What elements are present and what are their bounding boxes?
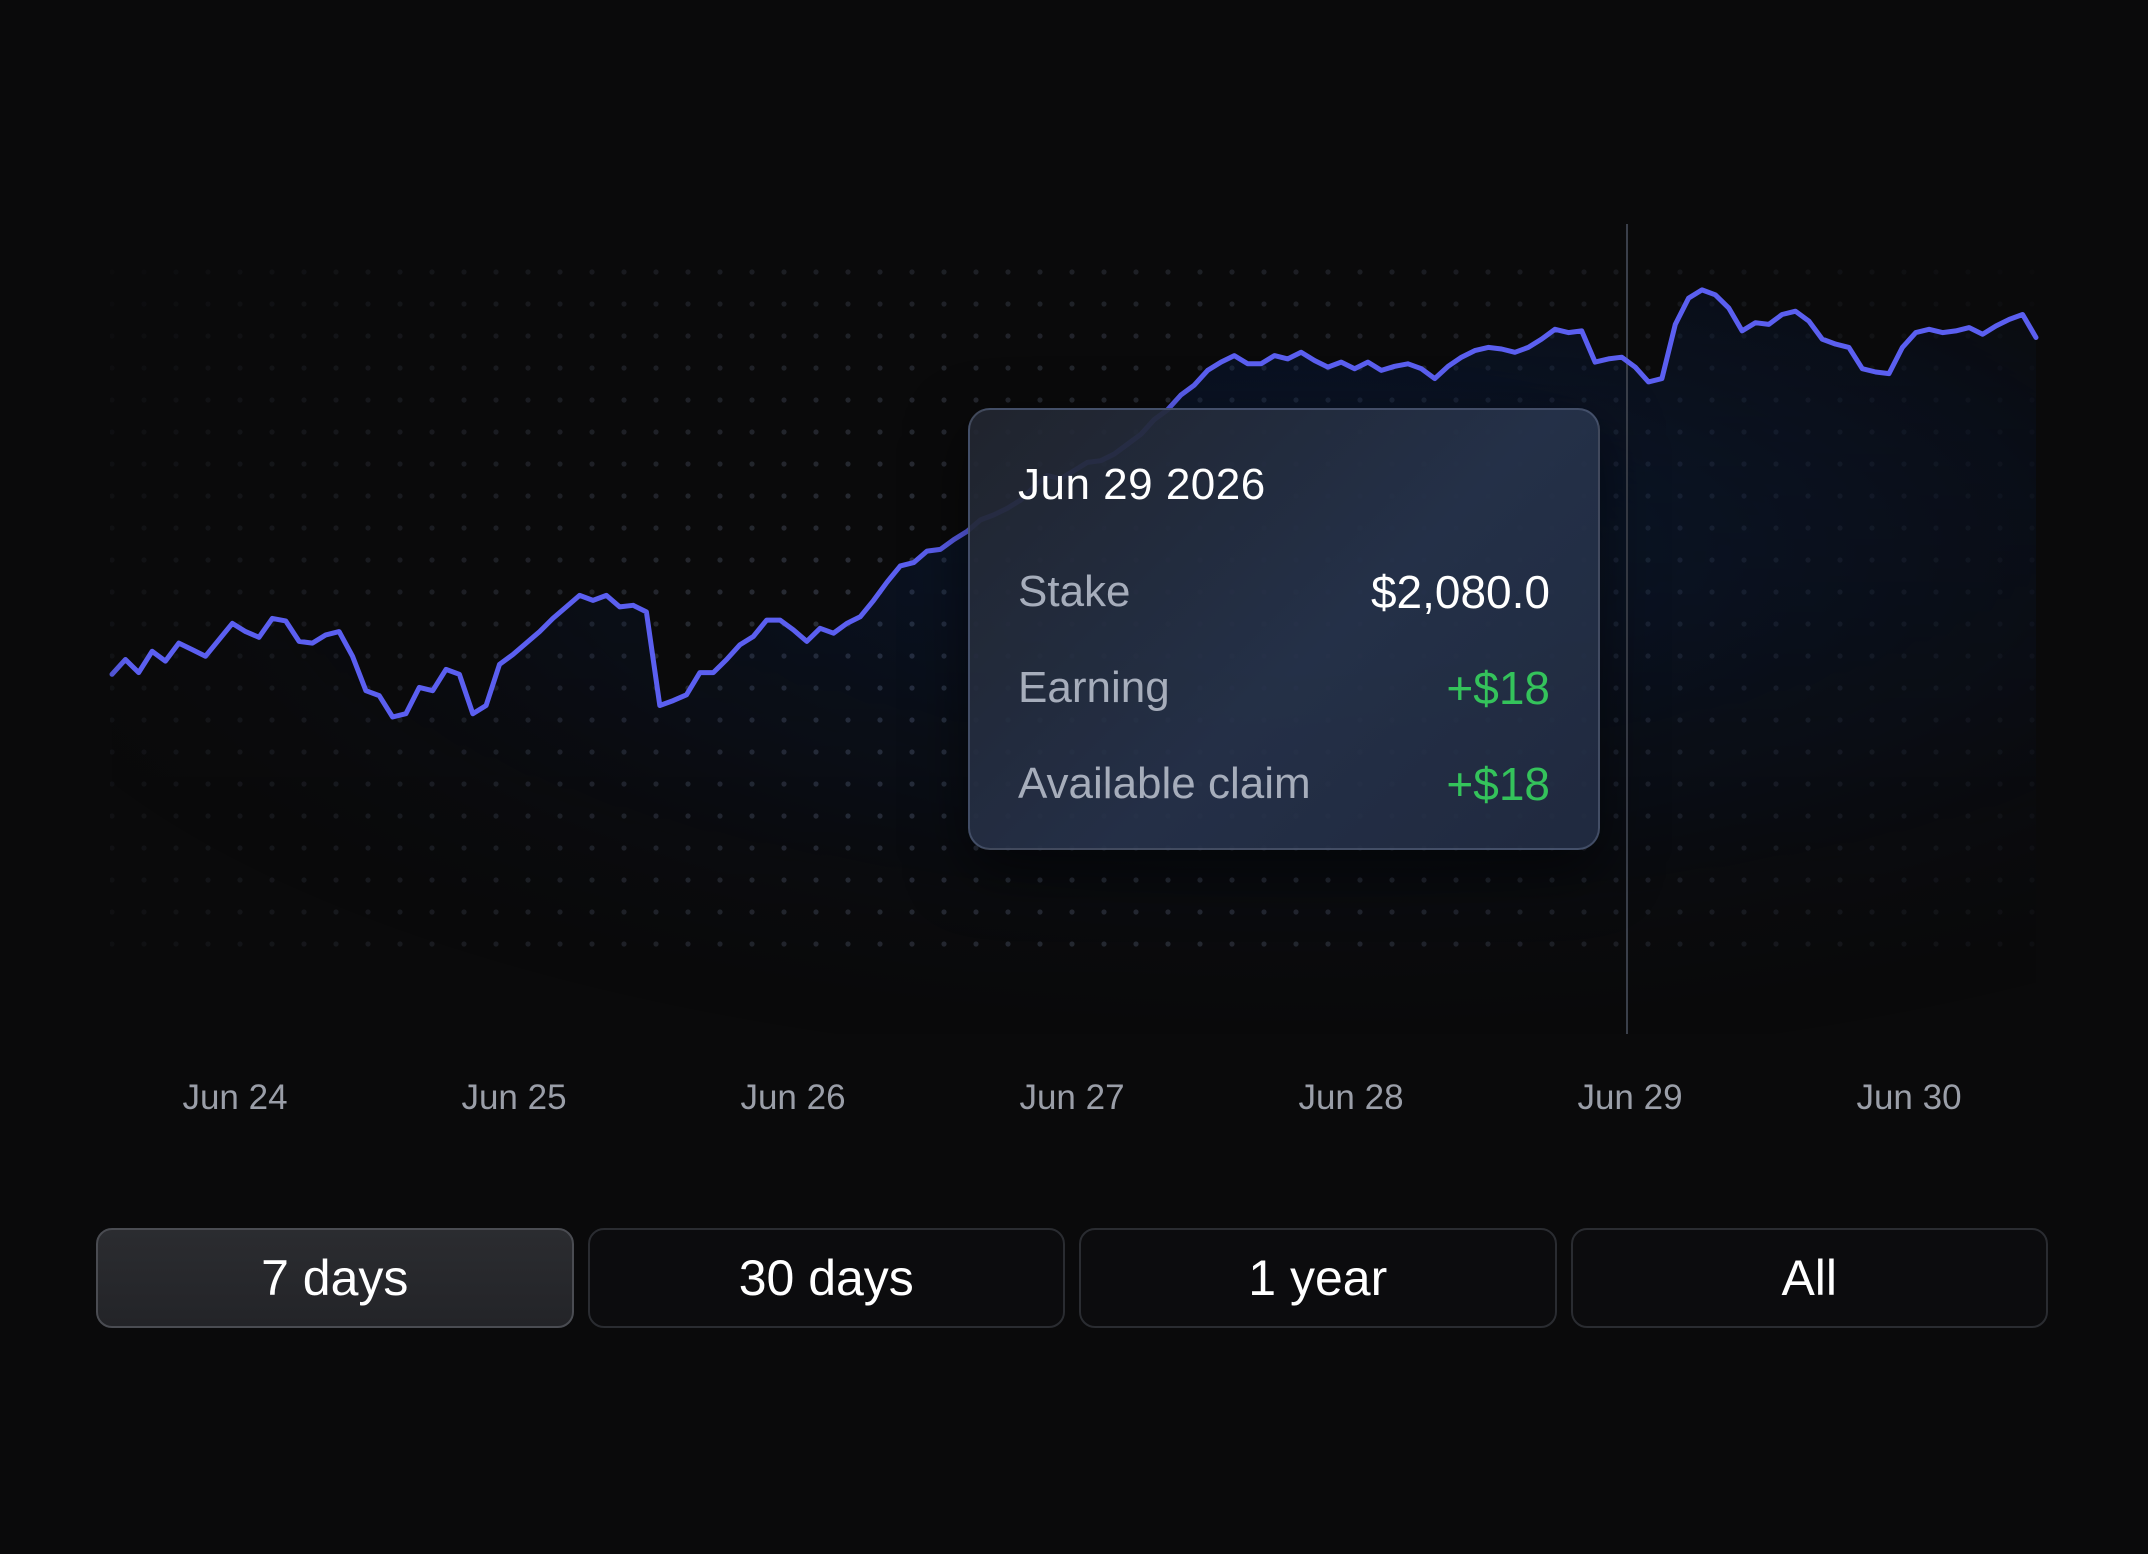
tooltip-label: Available claim (1018, 759, 1311, 808)
x-tick-label: Jun 26 (740, 1078, 846, 1117)
range-1-year-button[interactable]: 1 year (1079, 1228, 1557, 1328)
range-7-days-button[interactable]: 7 days (96, 1228, 574, 1328)
tooltip-row-available-claim: Available claim +$18 (1018, 754, 1550, 814)
x-tick-label: Jun 27 (1019, 1078, 1125, 1117)
tooltip-label: Earning (1018, 663, 1170, 712)
x-tick-label: Jun 29 (1577, 1078, 1683, 1117)
tooltip-date: Jun 29 2026 (1018, 460, 1266, 509)
x-tick-label: Jun 30 (1856, 1078, 1962, 1117)
tooltip-value: $2,080.0 (1370, 566, 1550, 618)
range-30-days-button[interactable]: 30 days (587, 1228, 1065, 1328)
tooltip-value: +$18 (1446, 758, 1550, 810)
tooltip-row-earning: Earning +$18 (1018, 658, 1550, 718)
chart-tooltip: Jun 29 2026 Stake $2,080.0 Earning +$18 … (968, 408, 1600, 850)
x-tick-label: Jun 24 (182, 1078, 288, 1117)
tooltip-value: +$18 (1446, 662, 1550, 714)
range-all-button[interactable]: All (1570, 1228, 2048, 1328)
x-tick-label: Jun 25 (461, 1078, 567, 1117)
tooltip-row-stake: Stake $2,080.0 (1018, 562, 1550, 622)
x-axis: Jun 24 Jun 25 Jun 26 Jun 27 Jun 28 Jun 2… (0, 1078, 2148, 1128)
tooltip-label: Stake (1018, 567, 1131, 616)
range-selector: 7 days 30 days 1 year All (96, 1228, 2048, 1328)
x-tick-label: Jun 28 (1298, 1078, 1404, 1117)
